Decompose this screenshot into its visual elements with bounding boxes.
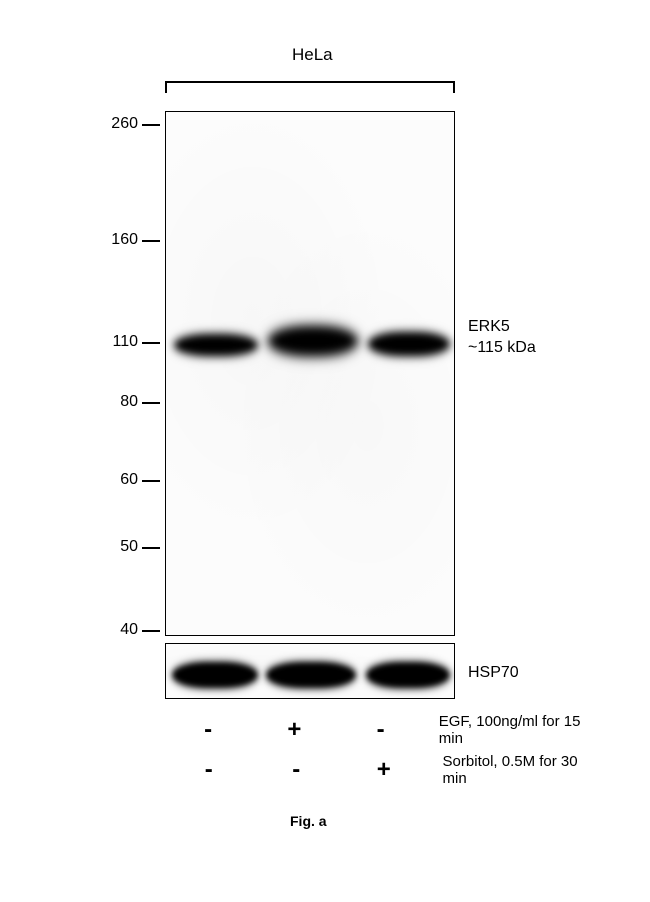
- mw-tick-260: [142, 124, 160, 126]
- bracket-top: [165, 81, 455, 83]
- blot-background-noise: [166, 112, 454, 635]
- mw-160: 160: [100, 231, 138, 249]
- mw-40: 40: [100, 621, 138, 639]
- mw-50: 50: [100, 538, 138, 556]
- hsp70-band-2: [266, 662, 356, 688]
- sorbitol-label: Sorbitol, 0.5M for 30 min: [443, 753, 590, 787]
- bracket-left: [165, 81, 167, 93]
- hsp70-label: HSP70: [468, 663, 519, 684]
- mw-tick-80: [142, 402, 160, 404]
- band-lane-2: [268, 326, 358, 356]
- erk5-label-line2: ~115 kDa: [468, 339, 536, 356]
- egf-label: EGF, 100ng/ml for 15 min: [439, 713, 590, 747]
- mw-tick-50: [142, 547, 160, 549]
- figure-caption: Fig. a: [290, 813, 327, 829]
- bracket-right: [453, 81, 455, 93]
- egf-lane2: +: [251, 716, 337, 744]
- treatment-sorbitol-row: - - + Sorbitol, 0.5M for 30 min: [165, 753, 590, 787]
- mw-80: 80: [100, 393, 138, 411]
- band-lane-3: [368, 332, 450, 356]
- mw-110: 110: [100, 333, 138, 351]
- mw-260: 260: [100, 115, 138, 133]
- egf-lane1: -: [165, 716, 251, 744]
- band-lane-1: [174, 334, 258, 356]
- loading-blot: [165, 643, 455, 699]
- treatment-egf-row: - + - EGF, 100ng/ml for 15 min: [165, 713, 590, 747]
- hsp70-band-3: [366, 662, 450, 688]
- mw-tick-40: [142, 630, 160, 632]
- cell-line-label: HeLa: [292, 45, 333, 65]
- sorbitol-lane1: -: [165, 756, 253, 784]
- egf-lane3: -: [338, 716, 424, 744]
- mw-tick-60: [142, 480, 160, 482]
- sorbitol-lane2: -: [253, 756, 341, 784]
- erk5-label: ERK5 ~115 kDa: [468, 317, 536, 359]
- mw-tick-160: [142, 240, 160, 242]
- mw-60: 60: [100, 471, 138, 489]
- hsp70-band-1: [172, 662, 258, 688]
- sorbitol-lane3: +: [340, 756, 428, 784]
- mw-tick-110: [142, 342, 160, 344]
- erk5-label-line1: ERK5: [468, 318, 510, 335]
- main-blot: [165, 111, 455, 636]
